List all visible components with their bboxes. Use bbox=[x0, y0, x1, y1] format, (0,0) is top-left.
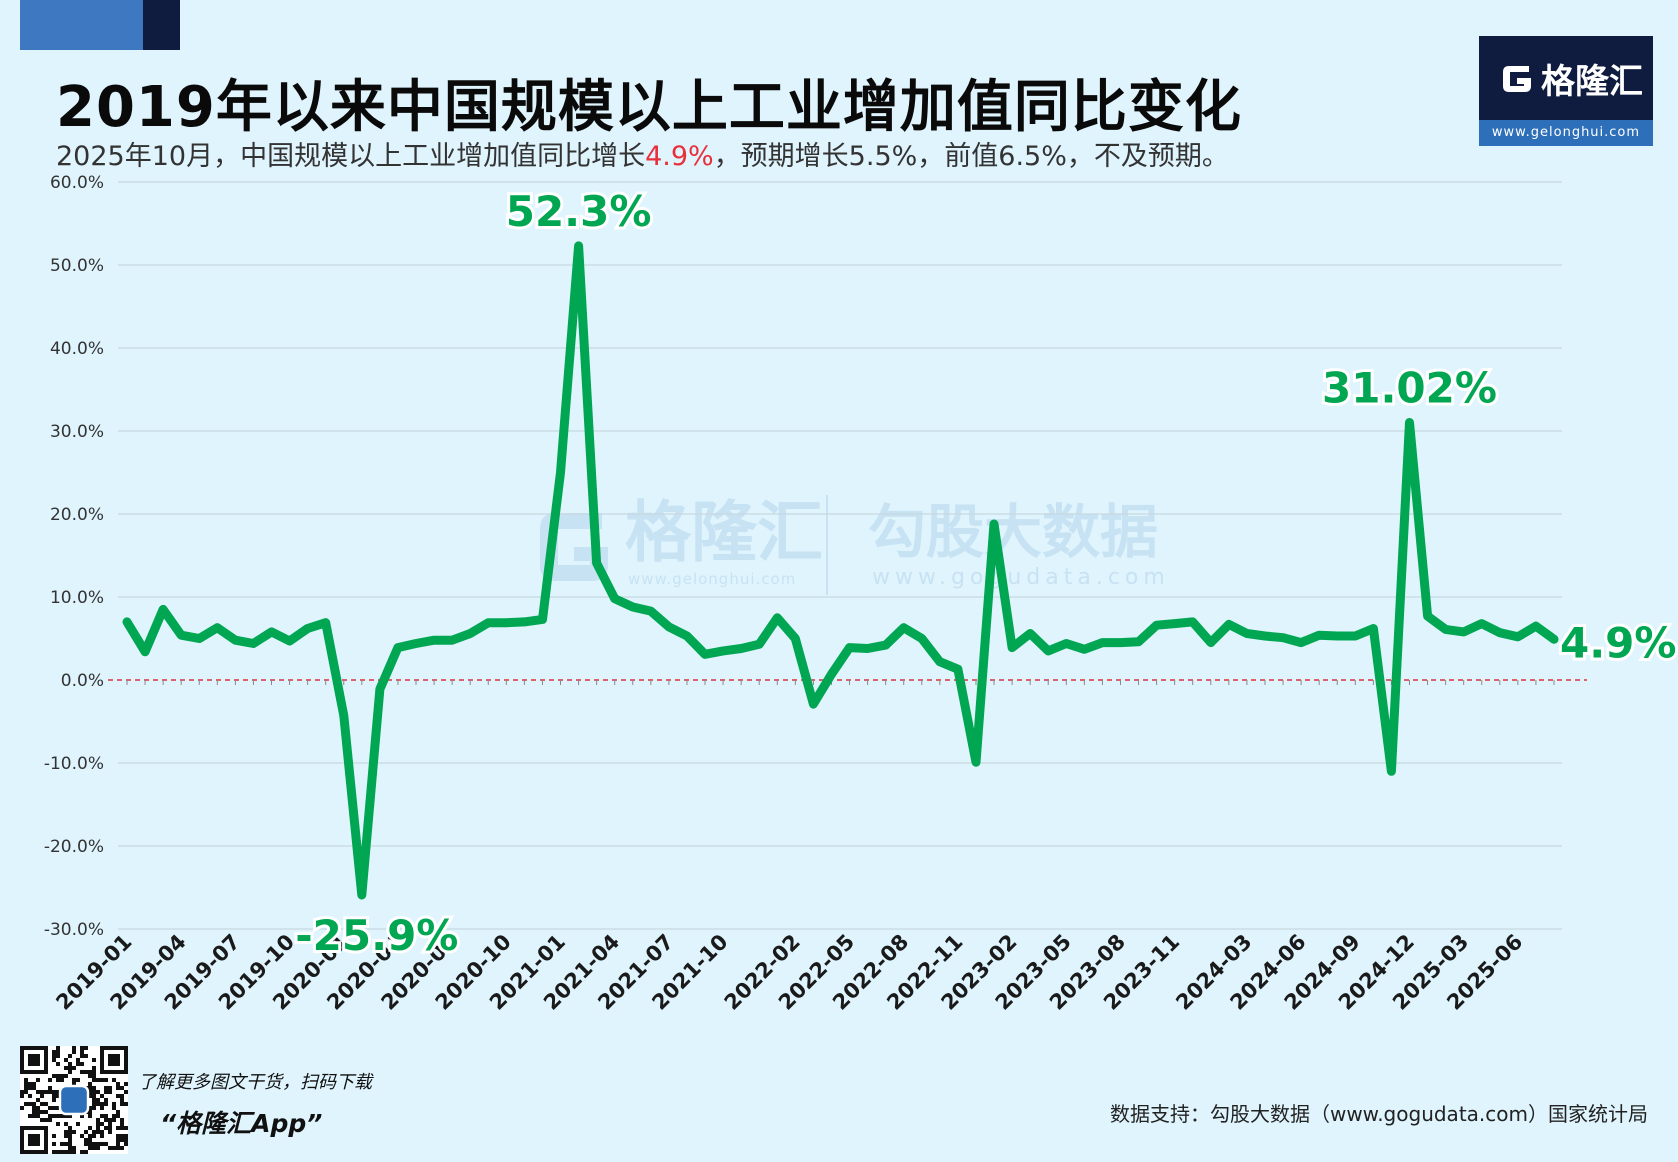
top-accent-bar-dark bbox=[143, 0, 180, 50]
logo-brand: 格隆汇 bbox=[1541, 62, 1643, 102]
watermark-brand-2: 勾股大数据 bbox=[868, 498, 1158, 566]
y-tick-label: 10.0% bbox=[50, 588, 104, 608]
watermark: 格隆汇 www.gelonghui.com 勾股大数据 www.gogudata… bbox=[540, 494, 1170, 595]
data-label: -25.9% bbox=[295, 911, 458, 960]
data-label: 52.3% bbox=[506, 187, 652, 236]
y-tick-label: 50.0% bbox=[50, 256, 104, 276]
y-tick-label: 30.0% bbox=[50, 422, 104, 442]
watermark-url-2: www.gogudata.com bbox=[872, 565, 1170, 590]
qr-code[interactable] bbox=[20, 1046, 128, 1154]
series bbox=[122, 241, 1559, 900]
watermark-url-1: www.gelonghui.com bbox=[628, 570, 796, 588]
logo-url: www.gelonghui.com bbox=[1479, 120, 1653, 146]
chart-title: 2019年以来中国规模以上工业增加值同比变化 bbox=[56, 75, 1242, 140]
y-tick-label: 40.0% bbox=[50, 339, 104, 359]
y-tick-label: -30.0% bbox=[44, 920, 104, 940]
gelonghui-g-icon bbox=[1503, 66, 1531, 92]
y-tick-label: 20.0% bbox=[50, 505, 104, 525]
grid bbox=[108, 181, 1587, 930]
data-labels: 52.3% -25.9% 31.02% 4.9% bbox=[292, 184, 1678, 963]
data-label: 31.02% bbox=[1322, 364, 1497, 413]
x-axis: 2019-012019-042019-072019-102020-012020-… bbox=[51, 680, 1555, 1015]
gelonghui-logo: 格隆汇 www.gelonghui.com bbox=[1479, 36, 1653, 146]
qr-app-name: “格隆汇App” bbox=[160, 1109, 323, 1138]
y-tick-label: 60.0% bbox=[50, 173, 104, 193]
y-tick-label: -10.0% bbox=[44, 754, 104, 774]
y-tick-label: 0.0% bbox=[61, 671, 104, 691]
subtitle-highlight-value: 4.9% bbox=[645, 141, 714, 172]
data-label: 4.9% bbox=[1560, 618, 1676, 667]
top-accent-bar bbox=[20, 0, 143, 50]
y-axis: -30.0% -20.0% -10.0% 0.0% 10.0% 20.0% 30.0% 40.… bbox=[44, 173, 104, 940]
subtitle-suffix: ，预期增长5.5%，前值6.5%，不及预期。 bbox=[713, 141, 1229, 172]
qr-code-icon bbox=[20, 1046, 128, 1154]
chart-subtitle: 2025年10月，中国规模以上工业增加值同比增长4.9%，预期增长5.5%，前值… bbox=[56, 134, 1229, 173]
y-tick-label: -20.0% bbox=[44, 837, 104, 857]
subtitle-prefix: 2025年10月，中国规模以上工业增加值同比增长 bbox=[56, 141, 646, 172]
watermark-brand-1: 格隆汇 bbox=[625, 494, 823, 571]
line-chart: 格隆汇 www.gelonghui.com 勾股大数据 www.gogudata… bbox=[44, 173, 1678, 1015]
series-line bbox=[122, 241, 1559, 900]
qr-note: 了解更多图文干货，扫码下载 bbox=[138, 1072, 372, 1093]
data-source: 数据支持：勾股大数据（www.gogudata.com）国家统计局 bbox=[1109, 1102, 1648, 1126]
